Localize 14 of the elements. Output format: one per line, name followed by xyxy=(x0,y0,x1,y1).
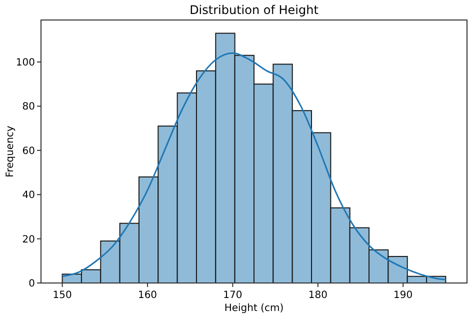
y-tick-label: 40 xyxy=(22,190,35,202)
y-tick-label: 80 xyxy=(22,102,35,113)
chart-title: Distribution of Height xyxy=(190,3,319,17)
y-tick-label: 0 xyxy=(28,278,35,290)
x-tick-label: 160 xyxy=(138,290,158,301)
x-axis-title: Height (cm) xyxy=(224,303,284,314)
y-tick-label: 20 xyxy=(22,234,35,246)
x-tick-label: 170 xyxy=(223,290,242,301)
x-tick-label: 150 xyxy=(52,290,72,301)
x-tick-label: 180 xyxy=(308,290,328,301)
x-tick-label: 190 xyxy=(394,290,413,301)
y-tick-label: 100 xyxy=(16,57,35,68)
y-axis-title: Frequency xyxy=(5,126,16,178)
y-tick-label: 60 xyxy=(22,146,35,157)
